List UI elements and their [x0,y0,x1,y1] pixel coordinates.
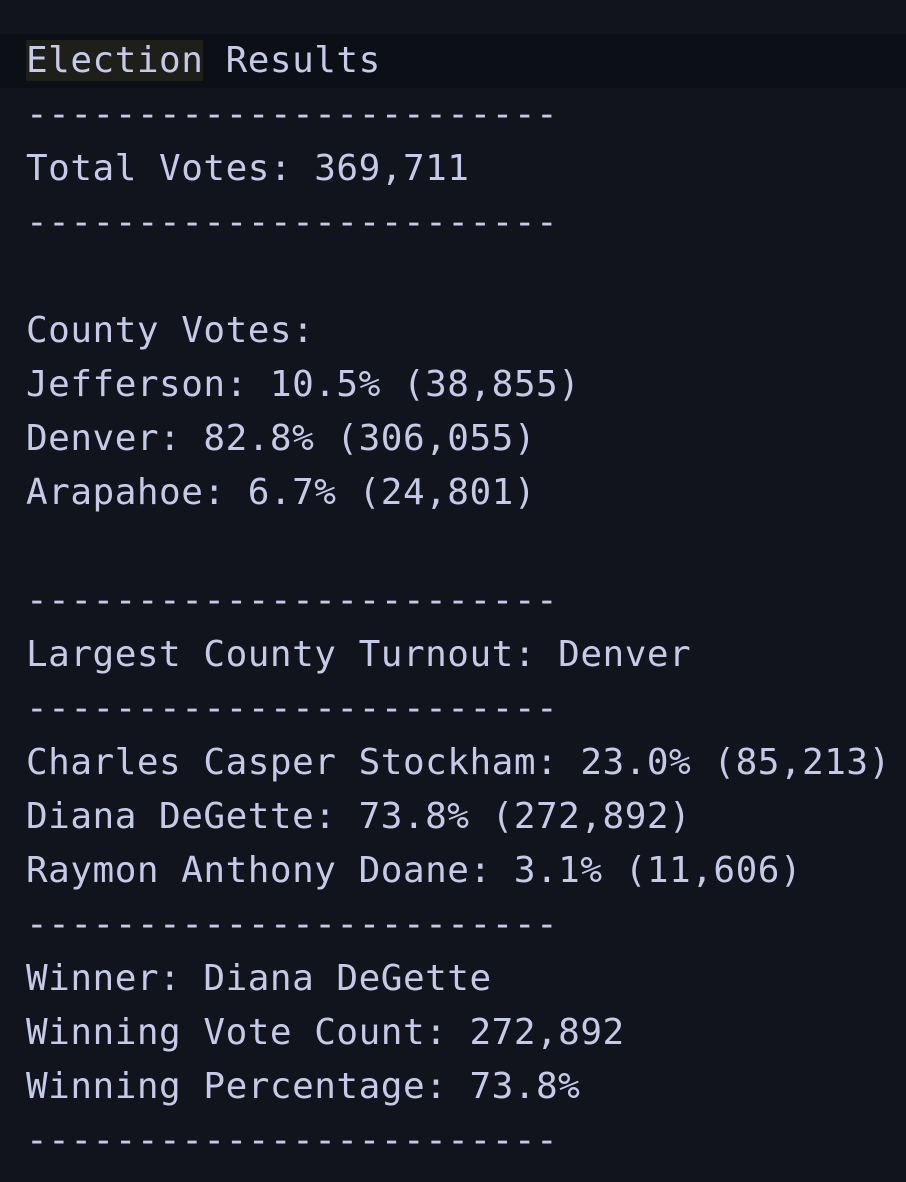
county-line: Denver: 82.8% (306,055) [26,418,536,459]
county-votes-header: County Votes: [26,310,315,351]
separator-line: ------------------------ [26,202,559,243]
highlighted-word: Election [26,40,204,81]
blank-line [0,520,906,574]
largest-county-line: Largest County Turnout: Denver [26,634,692,675]
title-rest: Results [203,40,381,81]
winning-percentage-line: Winning Percentage: 73.8% [26,1066,581,1107]
candidate-line: Raymon Anthony Doane: 3.1% (11,606) [26,850,803,891]
separator-line: ------------------------ [26,1120,559,1161]
candidate-line: Diana DeGette: 73.8% (272,892) [26,796,692,837]
county-line: Jefferson: 10.5% (38,855) [26,364,581,405]
blank-line [0,250,906,304]
winner-line: Winner: Diana DeGette [26,958,492,999]
separator-line: ------------------------ [26,580,559,621]
separator-line: ------------------------ [26,688,559,729]
separator-line: ------------------------ [26,904,559,945]
title-line: Election Results [0,34,906,88]
county-line: Arapahoe: 6.7% (24,801) [26,472,536,513]
candidate-line: Charles Casper Stockham: 23.0% (85,213) [26,742,891,783]
winning-count-line: Winning Vote Count: 272,892 [26,1012,625,1053]
total-votes-line: Total Votes: 369,711 [26,148,470,189]
separator-line: ------------------------ [26,94,559,135]
